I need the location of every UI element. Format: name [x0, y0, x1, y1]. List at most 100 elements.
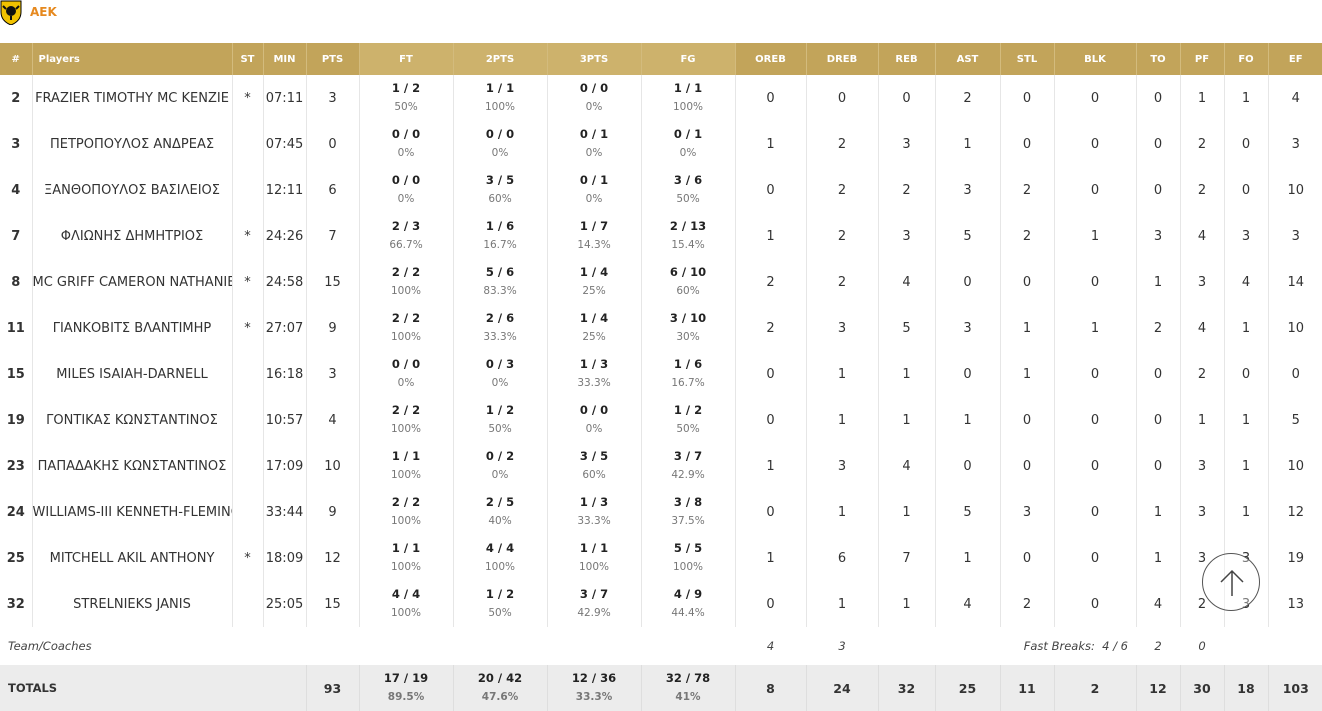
player-2pts-pct: 50%	[488, 423, 512, 435]
player-fg-made: 1 / 1	[673, 81, 703, 95]
team-name[interactable]: AEK	[30, 5, 57, 19]
header-to[interactable]: TO	[1136, 43, 1181, 75]
player-reb: 0	[878, 75, 936, 121]
player-ft: 1 / 2 50%	[359, 75, 454, 121]
team-dreb: 3	[838, 639, 846, 653]
player-2pts-pct: 33.3%	[483, 331, 517, 343]
table-row[interactable]: 32 STRELNIEKS JANIS 25:05 15 4 / 4 100% 1 / 2 5…	[0, 581, 1322, 627]
player-2pts: 3 / 5 60%	[453, 167, 548, 213]
player-points: 0	[306, 121, 360, 167]
player-blk: 0	[1054, 121, 1137, 167]
header-fo[interactable]: FO	[1224, 43, 1269, 75]
player-name[interactable]: ΞΑΝΘΟΠΟΥΛΟΣ ΒΑΣΙΛΕΙΟΣ	[32, 167, 233, 213]
totals-ft: 17 / 19 89.5%	[359, 665, 454, 711]
header-number[interactable]: #	[0, 43, 33, 75]
table-row[interactable]: 8 MC GRIFF CAMERON NATHANIEL * 24:58 15 2 / 2…	[0, 259, 1322, 305]
header-min[interactable]: MIN	[263, 43, 307, 75]
header-ft[interactable]: FT	[359, 43, 454, 75]
player-3pts-made: 0 / 0	[579, 81, 609, 95]
header-dreb[interactable]: DREB	[806, 43, 879, 75]
player-name[interactable]: MILES ISAIAH-DARNELL	[32, 351, 233, 397]
player-ast: 3	[935, 305, 1001, 351]
header-reb[interactable]: REB	[878, 43, 936, 75]
player-name[interactable]: ΠΑΠΑΔΑΚΗΣ ΚΩΝΣΤΑΝΤΙΝΟΣ	[32, 443, 233, 489]
player-name[interactable]: WILLIAMS-III KENNETH-FLEMING	[32, 489, 233, 535]
player-name[interactable]: FRAZIER TIMOTHY MC KENZIE	[32, 75, 233, 121]
table-row[interactable]: 23 ΠΑΠΑΔΑΚΗΣ ΚΩΝΣΤΑΝΤΙΝΟΣ 17:09 10 1 / 1 100%…	[0, 443, 1322, 489]
player-fg-pct: 30%	[676, 331, 700, 343]
table-row[interactable]: 25 MITCHELL AKIL ANTHONY * 18:09 12 1 / 1 100%…	[0, 535, 1322, 581]
header-oreb[interactable]: OREB	[735, 43, 807, 75]
player-reb: 5	[878, 305, 936, 351]
header-ef[interactable]: EF	[1268, 43, 1322, 75]
header-pf[interactable]: PF	[1180, 43, 1225, 75]
table-row[interactable]: 11 ΓΙΑΝΚΟΒΙΤΣ ΒΛΑΝΤΙΜΗΡ * 27:07 9 2 / 2 100% 2 …	[0, 305, 1322, 351]
player-fo: 0	[1224, 121, 1269, 167]
box-score-table: # Players ST MIN PTS FT 2PTS 3PTS FG ORE…	[0, 43, 1322, 711]
player-name[interactable]: MC GRIFF CAMERON NATHANIEL	[32, 259, 233, 305]
player-fg: 6 / 10 60%	[641, 259, 736, 305]
player-ft-made: 2 / 2	[391, 311, 421, 325]
player-fo: 1	[1224, 75, 1269, 121]
table-row[interactable]: 19 ΓΟΝΤΙΚΑΣ ΚΩΝΣΤΑΝΤΙΝΟΣ 10:57 4 2 / 2 100% 1 …	[0, 397, 1322, 443]
player-3pts: 0 / 1 0%	[547, 167, 642, 213]
scroll-to-top-button[interactable]	[1202, 553, 1260, 611]
player-name[interactable]: ΓΟΝΤΙΚΑΣ ΚΩΝΣΤΑΝΤΙΝΟΣ	[32, 397, 233, 443]
header-2pts[interactable]: 2PTS	[453, 43, 548, 75]
table-row[interactable]: 4 ΞΑΝΘΟΠΟΥΛΟΣ ΒΑΣΙΛΕΙΟΣ 12:11 6 0 / 0 0% 3 / 5…	[0, 167, 1322, 213]
player-name[interactable]: ΠΕΤΡΟΠΟΥΛΟΣ ΑΝΔΡΕΑΣ	[32, 121, 233, 167]
table-header-row: # Players ST MIN PTS FT 2PTS 3PTS FG ORE…	[0, 43, 1322, 75]
player-starter	[232, 581, 264, 627]
player-fg-made: 1 / 2	[673, 403, 703, 417]
player-2pts-pct: 83.3%	[483, 285, 517, 297]
player-3pts-made: 1 / 4	[579, 311, 609, 325]
player-blk: 0	[1054, 259, 1137, 305]
player-fg-pct: 50%	[676, 193, 700, 205]
player-3pts-pct: 0%	[585, 423, 603, 435]
player-oreb: 0	[735, 581, 807, 627]
player-fg-pct: 16.7%	[671, 377, 705, 389]
table-row[interactable]: 2 FRAZIER TIMOTHY MC KENZIE * 07:11 3 1 / 2 50…	[0, 75, 1322, 121]
player-ft-made: 0 / 0	[391, 127, 421, 141]
player-starter: *	[232, 259, 264, 305]
table-row[interactable]: 15 MILES ISAIAH-DARNELL 16:18 3 0 / 0 0% 0 / 3…	[0, 351, 1322, 397]
player-ft: 0 / 0 0%	[359, 167, 454, 213]
header-blk[interactable]: BLK	[1054, 43, 1137, 75]
totals-reb: 32	[878, 665, 936, 711]
player-3pts-pct: 100%	[578, 561, 610, 573]
player-ast: 2	[935, 75, 1001, 121]
player-number: 8	[0, 259, 33, 305]
player-2pts: 2 / 5 40%	[453, 489, 548, 535]
player-ft-made: 2 / 3	[391, 219, 421, 233]
player-name[interactable]: STRELNIEKS JANIS	[32, 581, 233, 627]
player-ast: 0	[935, 351, 1001, 397]
player-fg: 2 / 13 15.4%	[641, 213, 736, 259]
totals-2pts: 20 / 42 47.6%	[453, 665, 548, 711]
player-3pts: 1 / 4 25%	[547, 305, 642, 351]
table-row[interactable]: 24 WILLIAMS-III KENNETH-FLEMING 33:44 9 2 / …	[0, 489, 1322, 535]
header-3pts[interactable]: 3PTS	[547, 43, 642, 75]
header-ast[interactable]: AST	[935, 43, 1001, 75]
table-row[interactable]: 3 ΠΕΤΡΟΠΟΥΛΟΣ ΑΝΔΡΕΑΣ 07:45 0 0 / 0 0% 0 / 0 0%…	[0, 121, 1322, 167]
totals-to: 12	[1136, 665, 1181, 711]
totals-fg-made: 32 / 78	[665, 671, 711, 685]
table-row[interactable]: 7 ΦΛΙΩΝΗΣ ΔΗΜΗΤΡΙΟΣ * 24:26 7 2 / 3 66.7% 1 / 6…	[0, 213, 1322, 259]
header-players[interactable]: Players	[32, 43, 233, 75]
header-st[interactable]: ST	[232, 43, 264, 75]
player-3pts-made: 1 / 3	[579, 495, 609, 509]
player-ft: 2 / 2 100%	[359, 259, 454, 305]
header-pts[interactable]: PTS	[306, 43, 360, 75]
player-name[interactable]: ΦΛΙΩΝΗΣ ΔΗΜΗΤΡΙΟΣ	[32, 213, 233, 259]
player-oreb: 0	[735, 489, 807, 535]
player-ft-made: 2 / 2	[391, 495, 421, 509]
header-stl[interactable]: STL	[1000, 43, 1055, 75]
player-ft-pct: 100%	[390, 515, 422, 527]
team-ef	[1268, 627, 1322, 665]
team-coaches-label: Team/Coaches	[8, 639, 92, 653]
player-name[interactable]: MITCHELL AKIL ANTHONY	[32, 535, 233, 581]
player-to: 0	[1136, 121, 1181, 167]
player-3pts-pct: 25%	[582, 285, 606, 297]
player-name[interactable]: ΓΙΑΝΚΟΒΙΤΣ ΒΛΑΝΤΙΜΗΡ	[32, 305, 233, 351]
player-fg: 4 / 9 44.4%	[641, 581, 736, 627]
header-fg[interactable]: FG	[641, 43, 736, 75]
